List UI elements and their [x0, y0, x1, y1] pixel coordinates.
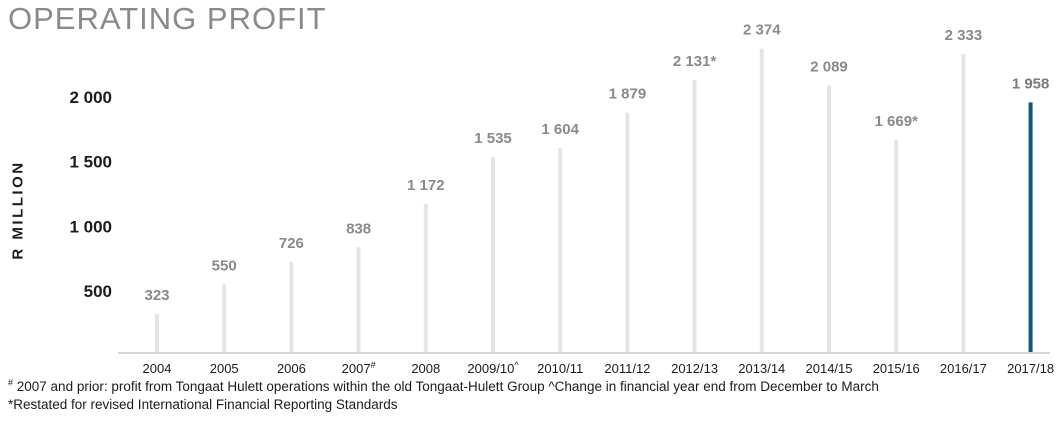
bar	[558, 148, 563, 352]
bar	[356, 247, 361, 352]
bar	[961, 53, 966, 352]
x-tick-label: 2013/14	[738, 361, 785, 376]
x-tick-label: 2007#	[342, 360, 376, 376]
value-label: 2 131*	[673, 53, 717, 70]
value-label: 2 333	[945, 27, 983, 44]
bars	[155, 48, 1033, 353]
bar	[894, 139, 899, 352]
x-tick-label: 2017/18	[1007, 361, 1054, 376]
value-label: 2 089	[810, 58, 848, 75]
y-tick-label: 1 500	[69, 153, 112, 172]
bar	[222, 284, 227, 352]
x-tick-label: 2005	[210, 361, 239, 376]
y-tick-labels: 500 1 000 1 500 2 000	[69, 88, 112, 301]
x-tick-label: 2009/10^	[467, 360, 519, 376]
y-tick-label: 1 000	[69, 217, 112, 236]
x-tick-label: 2016/17	[940, 361, 987, 376]
x-tick-label: 2014/15	[806, 361, 853, 376]
bar	[692, 80, 697, 352]
x-tick-label: 2004	[143, 361, 172, 376]
value-label: 2 374	[743, 22, 781, 39]
x-tick-label: 2010/11	[537, 361, 583, 376]
bar	[1028, 102, 1033, 352]
footnote-mark: #	[8, 377, 14, 388]
chart-title: OPERATING PROFIT	[8, 1, 327, 36]
bar	[625, 112, 630, 353]
x-tick-label: 2012/13	[671, 361, 718, 376]
value-label: 838	[346, 220, 371, 237]
value-label: 1 958	[1012, 75, 1050, 92]
value-label: 1 535	[474, 130, 512, 147]
bar	[759, 48, 764, 352]
x-tick-label: 2006	[277, 361, 306, 376]
x-tick-mark: ^	[514, 360, 519, 370]
footnote-ifrs: *Restated for revised International Fina…	[8, 397, 398, 412]
value-label: 1 669*	[875, 113, 919, 130]
x-tick-label: 2008	[411, 361, 440, 376]
bar	[155, 313, 159, 352]
y-tick-label: 2 000	[69, 88, 112, 107]
x-tick-label: 2015/16	[873, 361, 920, 376]
value-label: 1 879	[609, 86, 647, 103]
y-tick-label: 500	[84, 282, 112, 301]
x-tick-label: 2011/12	[604, 361, 650, 376]
bar	[289, 261, 294, 352]
x-tick-labels: 2004 2005 2006 2007# 2008 2009/10^ 2010/11 2011…	[143, 360, 1055, 376]
value-labels: 323 550 726 838 1 172 1 535 1 604 1 879 2 131* 2 …	[144, 22, 1049, 304]
value-label: 726	[279, 235, 304, 252]
value-label: 1 604	[541, 121, 579, 138]
value-label: 550	[212, 258, 237, 275]
footnote-text-1: 2007 and prior: profit from Tongaat Hule…	[13, 379, 879, 394]
bar	[827, 85, 831, 353]
x-tick-mark: #	[371, 360, 376, 370]
value-label: 323	[144, 287, 169, 304]
bar	[491, 157, 495, 352]
bar	[423, 204, 428, 352]
footnote-restatement-scope: # 2007 and prior: profit from Tongaat Hu…	[8, 377, 879, 394]
value-label: 1 172	[407, 177, 445, 194]
